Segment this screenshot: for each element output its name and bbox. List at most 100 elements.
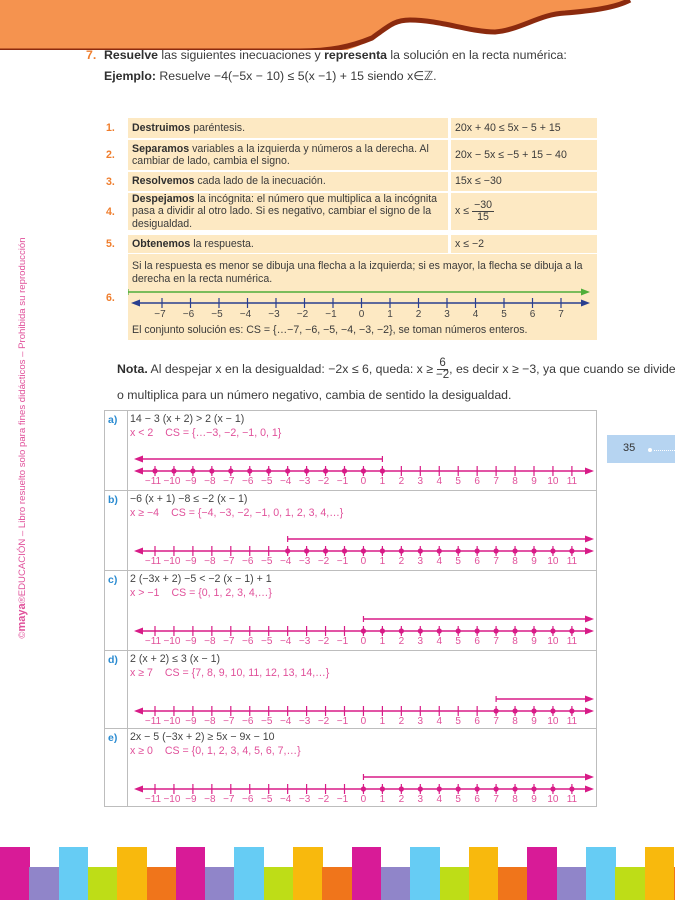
arrow-left-icon [134,455,143,463]
exercise-number: 7. [86,48,97,62]
footer-bar [410,847,440,900]
footer-bar [29,867,59,900]
solution-point [171,468,177,474]
tick-label: −7 [223,716,235,727]
solution-point [209,468,215,474]
tick-label: −7 [223,794,235,805]
tick-label: −1 [325,309,337,320]
solution-set: CS = {0, 1, 2, 3, 4,…} [171,587,272,599]
tick-label: −6 [183,309,195,320]
answer-row: c) 2 (−3x + 2) −5 < −2 (x − 1) + 1 x > −1 C… [104,570,597,651]
tick-label: 11 [567,476,578,487]
step-6-text: Si la respuesta es menor se dibuja una f… [132,260,583,285]
tick-label: −1 [337,636,349,647]
tick-label: 10 [547,636,559,647]
tick-label: −4 [280,476,292,487]
tick-label: 0 [361,636,367,647]
step-result: 20x − 5x ≤ −5 + 15 − 40 [451,140,597,170]
tick-label: −1 [337,476,349,487]
tick-label: −3 [299,556,311,567]
tick-label: 4 [436,794,442,805]
tick-label: 7 [493,556,499,567]
footer-bar [0,847,30,900]
tick-label: 1 [380,636,386,647]
header-decoration [0,0,632,50]
copyright-text: ®EDUCACIÓN – Libro resuelto solo para fi… [17,237,28,604]
tick-label: 11 [567,794,578,805]
solution-point [322,468,329,474]
answer-number-line: −11 −10 −9 −8 −7 −6 −5 −4 −3 −2 −1 0 1 2 3 4 5 6 7 8 9 10 11 [134,535,594,567]
tick-label: 9 [531,716,537,727]
step-text: la incógnita: el número que multiplica a… [132,192,438,230]
answer-solution: x ≥ −4 CS = {−4, −3, −2, −1, 0, 1, 2, 3, … [130,507,343,519]
solution-point [474,628,480,634]
solution-point [493,786,499,792]
arrow-right-icon [585,467,594,475]
tick-label: −2 [297,309,309,320]
tick-label: 6 [474,556,480,567]
note-text: Al despejar x en la desigualdad: −2x ≤ 6… [147,361,433,376]
tick-label: −4 [280,636,292,647]
tick-label: −8 [204,794,216,805]
tick-label: 4 [436,716,442,727]
footer-bar [380,867,411,900]
solution-point [550,548,556,554]
footer-bar [117,847,147,900]
solution-point [436,786,442,792]
step-number: 5. [106,238,115,250]
solution-point [360,628,367,634]
tick-label: −2 [318,794,330,805]
tick-label: 6 [474,716,480,727]
example-number-line: −7 −6 −5 −4 −3 −2 −1 0 1 2 3 4 5 6 7 [128,288,590,320]
step-result: 15x ≤ −30 [451,172,597,191]
footer-bar [87,867,118,900]
step-result: 20x + 40 ≤ 5x − 5 + 15 [451,118,597,138]
answer-label: a) [108,414,118,426]
footer-bar [175,847,206,900]
tick-label: 4 [436,556,442,567]
tick-label: 1 [380,716,386,727]
solution-point [379,786,385,792]
tick-label: 2 [399,794,405,805]
tick-label: −9 [185,556,197,567]
tick-label: −5 [261,716,273,727]
tick-label: 5 [455,794,461,805]
tick-label: 8 [512,794,518,805]
solution-point [436,548,442,554]
footer-bar [234,847,264,900]
solution-point [304,468,310,474]
instruction-bold: representa [324,48,388,62]
step-result: x ≤ −30 15 [451,193,597,230]
step-description: Despejamos la incógnita: el número que m… [128,193,448,230]
tick-label: 1 [380,794,386,805]
solution-point [531,708,537,714]
answer-row: e) 2x − 5 (−3x + 2) ≥ 5x − 9x − 10 x ≥ 0 CS… [104,728,597,807]
solution-inequality: x ≥ 7 [130,667,153,679]
arrow-left-icon [134,627,143,635]
tick-label: −2 [318,716,330,727]
solution-point [228,468,234,474]
tick-label: −10 [163,794,180,805]
tick-label: −7 [223,556,235,567]
solution-point [569,628,575,634]
tick-label: 11 [567,556,578,567]
copyright-notice: ©maya®EDUCACIÓN – Libro resuelto solo pa… [16,228,28,648]
example-label: Ejemplo: [104,69,156,83]
step-text: paréntesis. [190,121,246,134]
step-keyword: Obtenemos [132,237,191,250]
footer-bar [586,847,616,900]
arrow-right-icon [585,547,594,555]
result-expression: x ≤ −2 [455,237,485,250]
step-6-box: Si la respuesta es menor se dibuja una f… [128,254,597,340]
footer-bar [146,867,177,900]
solution-point [493,708,499,714]
tick-label: 10 [547,556,559,567]
tick-label: 6 [474,636,480,647]
arrow-right-icon [585,773,594,781]
solution-point [379,468,385,474]
arrow-left-icon [134,785,143,793]
step-description: Obtenemos la respuesta. [128,235,448,253]
tick-label: 10 [547,716,559,727]
arrow-left-icon [134,467,143,475]
solution-point [512,708,518,714]
